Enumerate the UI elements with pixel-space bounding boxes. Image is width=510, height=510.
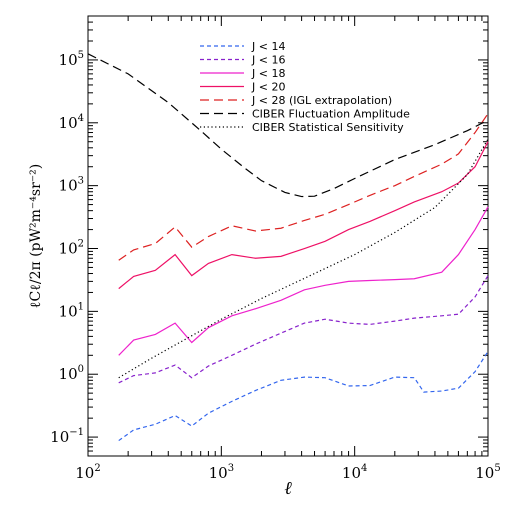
legend-label: J < 14	[251, 40, 285, 53]
legend-label: J < 20	[251, 81, 285, 94]
y-tick-label: 10−1	[50, 427, 84, 446]
legend-label: J < 18	[251, 67, 285, 80]
y-axis-title: ℓCℓ/2π (pW²m⁻⁴sr⁻²)	[28, 164, 44, 308]
series-line-4	[118, 141, 489, 290]
x-tick-label: 103	[209, 463, 234, 482]
series-line-7	[118, 138, 489, 379]
series-line-5	[118, 113, 489, 261]
plot-frame	[87, 15, 489, 457]
series-line-6	[87, 53, 489, 198]
x-axis-title: ℓ	[284, 478, 292, 499]
legend-label: J < 28 (IGL extrapolation)	[251, 94, 392, 107]
legend-label: CIBER Statistical Sensitivity	[252, 121, 404, 134]
axis-ticks	[87, 15, 489, 457]
y-tick-label: 100	[59, 364, 84, 383]
x-tick-label: 102	[75, 463, 100, 482]
series-layer	[87, 53, 489, 442]
series-line-2	[118, 275, 489, 384]
x-tick-label: 105	[475, 463, 500, 482]
x-tick-label: 104	[342, 463, 367, 482]
y-tick-label: 105	[59, 50, 84, 69]
y-tick-label: 104	[59, 113, 84, 132]
x-tick-labels: 102 103 104 105	[75, 463, 500, 482]
series-line-3	[118, 206, 489, 356]
y-tick-label: 102	[59, 239, 84, 258]
legend: J < 14J < 16J < 18J < 20J < 28 (IGL extr…	[200, 40, 410, 134]
y-tick-label: 103	[59, 176, 84, 195]
series-line-1	[118, 351, 489, 442]
y-tick-labels: 10−1 100 101 102 103 104 105	[50, 50, 84, 446]
y-tick-label: 101	[59, 301, 84, 320]
legend-label: J < 16	[251, 54, 285, 67]
legend-label: CIBER Fluctuation Amplitude	[252, 108, 410, 121]
